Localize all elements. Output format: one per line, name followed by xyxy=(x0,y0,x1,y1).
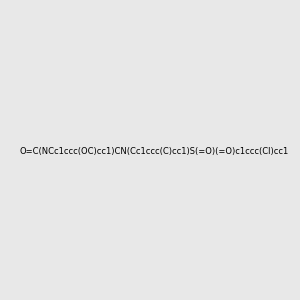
Text: O=C(NCc1ccc(OC)cc1)CN(Cc1ccc(C)cc1)S(=O)(=O)c1ccc(Cl)cc1: O=C(NCc1ccc(OC)cc1)CN(Cc1ccc(C)cc1)S(=O)… xyxy=(19,147,288,156)
